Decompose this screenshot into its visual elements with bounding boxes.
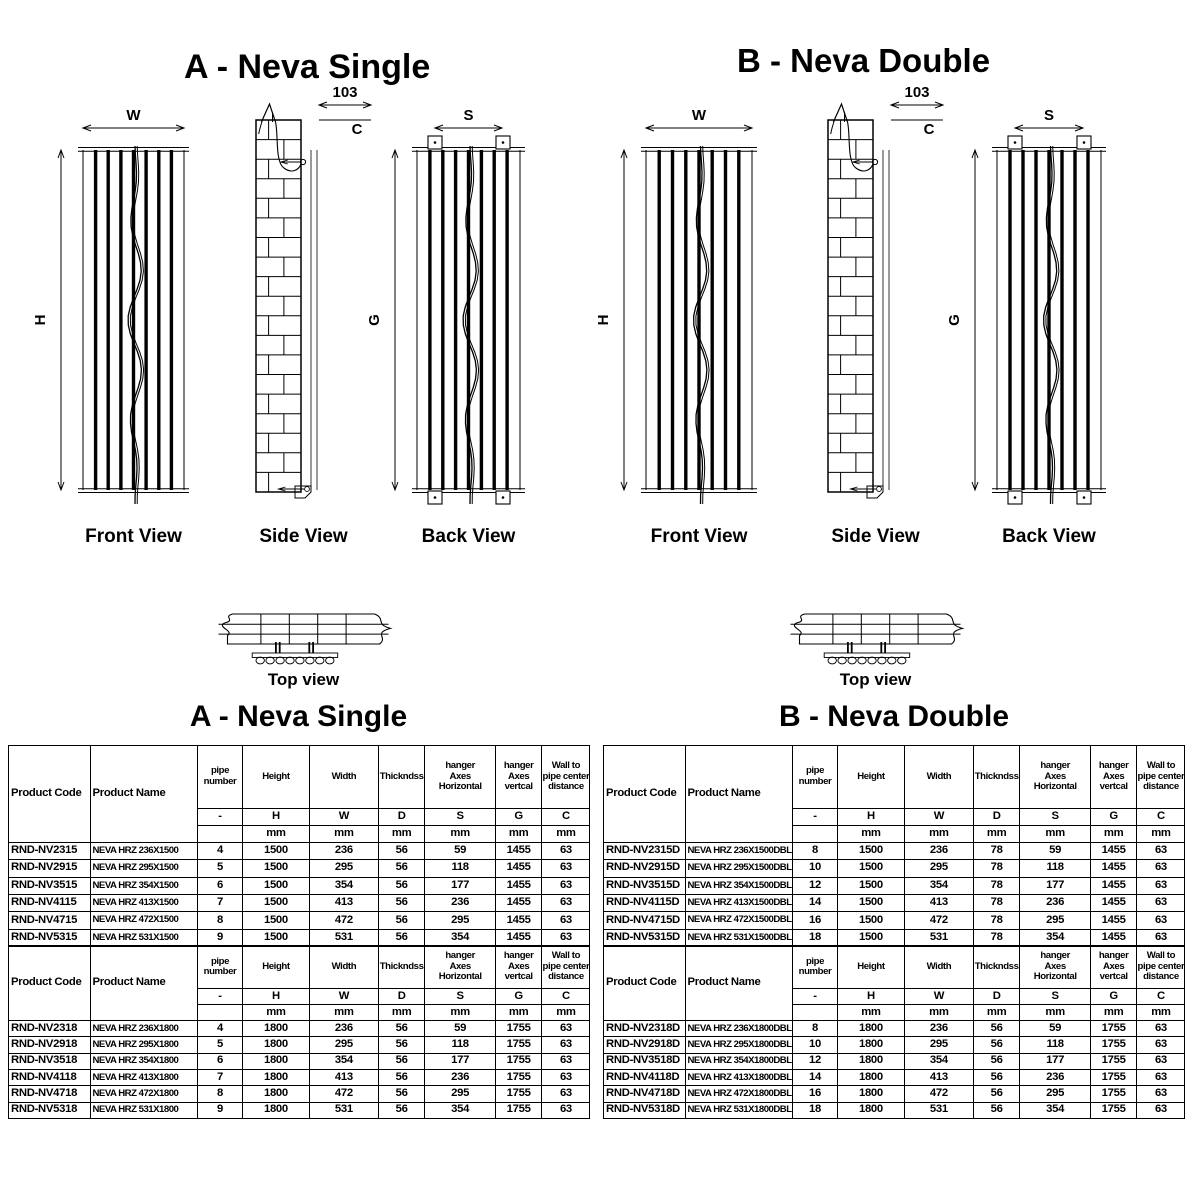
svg-text:S: S bbox=[463, 107, 473, 124]
svg-text:W: W bbox=[692, 107, 707, 124]
svg-text:C: C bbox=[352, 121, 363, 138]
svg-text:S: S bbox=[1044, 107, 1054, 124]
svg-text:G: G bbox=[946, 314, 963, 326]
svg-text:103: 103 bbox=[332, 84, 357, 101]
svg-text:Top view: Top view bbox=[268, 670, 340, 689]
svg-text:103: 103 bbox=[904, 84, 929, 101]
svg-text:Front View: Front View bbox=[651, 526, 748, 547]
svg-text:Back View: Back View bbox=[422, 526, 516, 547]
svg-text:Back View: Back View bbox=[1002, 526, 1096, 547]
svg-text:C: C bbox=[924, 121, 935, 138]
svg-text:Top view: Top view bbox=[840, 670, 912, 689]
svg-text:Side View: Side View bbox=[259, 526, 348, 547]
svg-text:W: W bbox=[126, 107, 141, 124]
svg-text:Side View: Side View bbox=[831, 526, 920, 547]
svg-text:Front View: Front View bbox=[85, 526, 182, 547]
svg-text:H: H bbox=[32, 315, 49, 326]
svg-text:H: H bbox=[595, 315, 612, 326]
svg-text:G: G bbox=[366, 314, 383, 326]
